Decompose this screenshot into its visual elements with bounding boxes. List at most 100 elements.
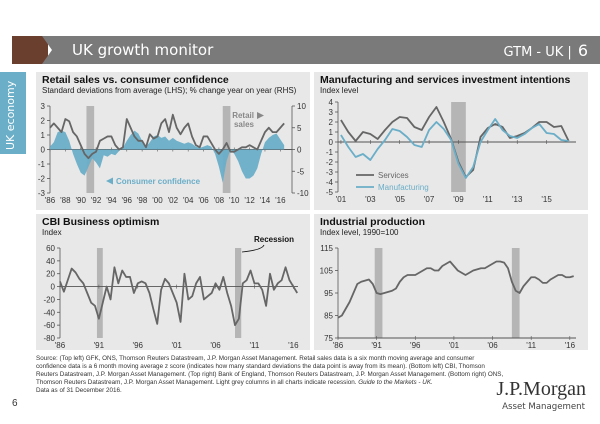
guide-text: Guide to the Markets - UK. [358,379,433,386]
x-tick-label: '06 [487,341,498,350]
chart-title: CBI Business optimism [42,216,160,228]
y-tick-label: -80 [43,334,55,343]
y-tick-label: -3 [326,168,334,177]
x-tick-label: '96 [410,341,421,350]
arrow-left-icon [106,177,113,185]
recession-band [96,248,103,338]
y-tick-label-right: -10 [297,189,309,198]
x-tick-label: '90 [75,196,86,205]
x-tick-label: '04 [183,196,194,205]
x-tick-label: '96 [122,196,133,205]
logo-asset-management: Asset Management [502,402,585,412]
panel-cbi: CBI Business optimism Index 60 40 20 0 -20 -4… [36,214,310,350]
retail-chart: 3210-1-2-31050-5-10'86'88'90'92'94'96'98… [38,102,309,205]
y-tick-label: 0 [329,138,334,147]
chart-title: Retail sales vs. consumer confidence [42,74,229,86]
x-tick-label: '86 [55,341,66,350]
x-tick-label: '94 [106,196,117,205]
x-tick-label: '91 [371,341,382,350]
x-tick-label: '11 [526,341,536,350]
y-tick-label: 2 [41,117,46,126]
x-tick-label: '92 [91,196,102,205]
page-title: UK growth monitor [72,41,214,59]
panel-investment: Manufacturing and services investment in… [314,72,588,210]
x-tick-label: '03 [365,195,376,204]
legend-label-services: Services [378,171,409,180]
y-tick-label: -20 [43,295,55,304]
y-tick-label-right: -5 [297,167,305,176]
page-number: 6 [12,398,18,409]
y-tick-label: -1 [38,160,46,169]
x-tick-label: '15 [541,195,552,204]
chart-title: Manufacturing and services investment in… [320,74,571,86]
chart-subtitle: Index level, 1990=100 [320,228,399,237]
section-tab-label: UK economy [4,80,17,150]
x-tick-label: '08 [214,196,225,205]
y-tick-label: 115 [320,244,333,253]
x-tick-label: '06 [210,341,221,350]
legend-label-manufacturing: Manufacturing [378,183,429,192]
y-tick-label: 1 [329,128,334,137]
x-tick-label: '10 [229,196,240,205]
annotation-consumer-confidence: Consumer confidence [116,177,201,186]
annotation-arrow [241,244,265,253]
chart-subtitle: Index level [320,86,359,95]
x-tick-label: '11 [483,195,493,204]
y-tick-label: -2 [326,158,334,167]
y-tick-label: 3 [41,102,46,111]
y-tick-label: -2 [38,175,46,184]
y-tick-label-right: 0 [297,146,302,155]
x-tick-label: '13 [512,195,523,204]
x-tick-label: '86 [45,196,56,205]
x-tick-label: '09 [453,195,464,204]
header-bar [42,36,600,64]
y-tick-label: 0 [41,146,46,155]
y-tick-label: 105 [320,267,334,276]
series-line-industrial-production [337,260,574,319]
series-line-manufacturing [340,118,569,179]
y-tick-label: -60 [43,321,55,330]
x-tick-label: '14 [260,196,271,205]
source-text: Source: (Top left) GFK, ONS, Thomson Reu… [36,355,504,386]
arrow-right-icon [257,112,264,119]
chart-subtitle: Standard deviations from average (LHS); … [42,86,297,95]
x-tick-label: '06 [198,196,209,205]
panel-industrial: Industrial production Index level, 1990=… [314,214,588,350]
x-tick-label: '11 [250,341,260,350]
page-header: UK growth monitor GTM - UK | 6 [12,36,600,64]
x-tick-label: '86 [333,341,344,350]
series-line-cbi-business-optimism [59,266,298,327]
y-tick-label: -4 [326,178,334,187]
x-tick-label: '98 [137,196,148,205]
x-tick-label: '16 [565,341,576,350]
chart-subtitle: Index [42,228,62,237]
y-tick-label: -40 [43,308,55,317]
x-tick-label: '88 [60,196,71,205]
y-tick-label: 95 [324,289,333,298]
series-line-retail-sales [49,113,285,160]
annotation-retail-sales-2: sales [234,120,255,129]
panel-retail: Retail sales vs. consumer confidence Sta… [36,72,310,210]
x-tick-label: '01 [449,341,460,350]
y-tick-label: -3 [38,189,46,198]
series-area-consumer-confidence [50,130,285,183]
x-tick-label: '16 [288,341,299,350]
header-tag: GTM - UK | 6 [504,41,588,60]
section-tab: UK economy [0,72,26,154]
y-tick-label-right: 5 [297,124,302,133]
annotation-recession: Recession [254,235,294,244]
x-tick-label: '01 [171,341,182,350]
header-brand-chevron [12,36,48,64]
x-tick-label: '02 [168,196,179,205]
y-tick-label: 3 [329,108,334,117]
logo-jpmorgan: J.P.Morgan [496,378,586,400]
y-tick-label: 0 [51,283,56,292]
y-tick-label: -5 [326,188,334,197]
source-note: Source: (Top left) GFK, ONS, Thomson Reu… [36,355,506,395]
x-tick-label: '07 [424,195,435,204]
x-tick-label: '16 [275,196,286,205]
y-tick-label: 1 [41,131,46,140]
y-tick-label: 75 [324,334,333,343]
cbi-chart: 60 40 20 0 -20 -40 -60 -80'86 '91 '96 '01 '06 '11 '16… [43,235,299,350]
